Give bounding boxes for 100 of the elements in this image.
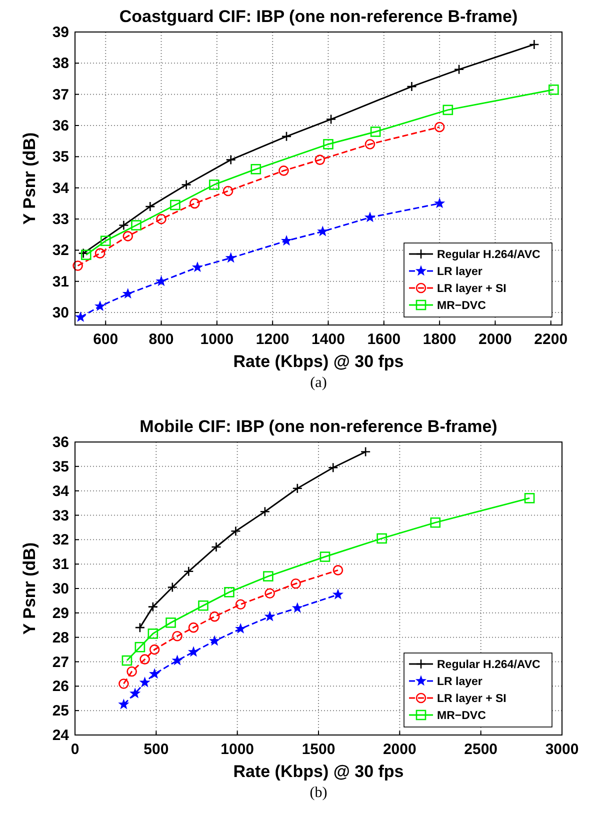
point bbox=[406, 81, 417, 92]
point bbox=[172, 630, 182, 642]
point bbox=[72, 260, 83, 271]
point bbox=[188, 646, 199, 656]
point bbox=[318, 226, 328, 236]
point bbox=[150, 668, 160, 678]
point bbox=[167, 582, 178, 592]
point bbox=[210, 636, 220, 646]
x-tick-label: 1000 bbox=[220, 741, 254, 758]
x-tick-label: 1500 bbox=[302, 741, 336, 758]
point bbox=[170, 200, 180, 210]
point bbox=[376, 533, 387, 544]
y-axis-title: Y Psnr (dB) bbox=[20, 132, 39, 225]
point bbox=[230, 526, 241, 536]
y-tick-label: 31 bbox=[52, 556, 69, 574]
x-tick-label: 1400 bbox=[312, 331, 345, 348]
y-tick-label: 33 bbox=[52, 507, 69, 524]
legend-label: LR layer bbox=[437, 266, 483, 278]
point bbox=[144, 201, 156, 212]
point bbox=[224, 587, 234, 598]
point bbox=[76, 312, 86, 322]
y-tick-label: 30 bbox=[52, 580, 69, 598]
point bbox=[320, 552, 330, 562]
y-tick-label: 32 bbox=[52, 242, 69, 260]
point bbox=[78, 248, 88, 258]
point bbox=[548, 84, 559, 95]
point bbox=[122, 288, 133, 298]
x-tick-label: 0 bbox=[70, 741, 80, 758]
y-tick-label: 24 bbox=[52, 727, 70, 744]
point bbox=[264, 611, 275, 621]
y-tick-label: 29 bbox=[52, 604, 69, 622]
x-tick-label: 500 bbox=[144, 741, 169, 758]
legend-label: MR−DVC bbox=[437, 710, 486, 722]
y-tick-label: 36 bbox=[52, 118, 69, 135]
point bbox=[134, 642, 146, 652]
y-tick-label: 34 bbox=[52, 482, 70, 500]
point bbox=[156, 214, 166, 224]
point bbox=[149, 644, 160, 655]
point bbox=[148, 602, 158, 612]
point bbox=[292, 602, 302, 612]
legend-label: MR−DVC bbox=[437, 300, 486, 312]
point bbox=[140, 654, 150, 664]
point bbox=[190, 198, 200, 209]
y-tick-label: 28 bbox=[52, 629, 69, 646]
legend-label: Regular H.264/AVC bbox=[437, 659, 540, 671]
point bbox=[263, 571, 274, 582]
legend-label: LR layer bbox=[437, 676, 483, 688]
point bbox=[181, 180, 192, 190]
x-tick-label: 2200 bbox=[534, 331, 568, 348]
point bbox=[290, 578, 301, 589]
point bbox=[235, 599, 246, 610]
x-tick-label: 3000 bbox=[545, 741, 579, 758]
x-tick-label: 800 bbox=[148, 331, 174, 348]
point bbox=[332, 589, 343, 599]
point bbox=[364, 212, 375, 222]
x-tick-label: 1800 bbox=[422, 331, 456, 348]
legend-label: Regular H.264/AVC bbox=[437, 249, 540, 261]
point bbox=[209, 611, 220, 622]
y-axis-title: Y Psnr (dB) bbox=[20, 542, 39, 635]
point bbox=[278, 166, 289, 176]
point bbox=[250, 164, 262, 174]
point bbox=[122, 655, 132, 666]
x-tick-label: 1600 bbox=[367, 331, 401, 348]
point bbox=[126, 666, 137, 677]
y-tick-label: 33 bbox=[52, 211, 69, 228]
point bbox=[140, 677, 150, 687]
point bbox=[430, 517, 441, 528]
point bbox=[370, 126, 381, 137]
point bbox=[332, 565, 344, 576]
y-tick-label: 27 bbox=[52, 654, 69, 671]
x-tick-label: 2500 bbox=[464, 741, 498, 758]
point bbox=[118, 220, 129, 230]
x-axis-title: Rate (Kbps) @ 30 fps bbox=[233, 352, 404, 371]
x-tick-label: 1000 bbox=[200, 331, 234, 348]
y-tick-label: 26 bbox=[52, 678, 69, 696]
chart-title: Coastguard CIF: IBP (one non-reference B-frame) bbox=[119, 7, 518, 26]
point bbox=[364, 139, 376, 150]
point bbox=[328, 462, 338, 473]
point bbox=[314, 154, 326, 165]
point bbox=[281, 131, 292, 142]
y-tick-label: 36 bbox=[52, 434, 69, 451]
y-tick-label: 38 bbox=[52, 55, 69, 72]
point bbox=[188, 622, 199, 633]
point bbox=[226, 154, 236, 165]
point bbox=[326, 114, 336, 124]
x-tick-label: 600 bbox=[93, 331, 118, 348]
point bbox=[198, 600, 208, 611]
point bbox=[172, 655, 182, 665]
point bbox=[454, 64, 464, 75]
x-tick-label: 2000 bbox=[478, 331, 512, 348]
point bbox=[360, 446, 371, 457]
point bbox=[222, 186, 234, 196]
point bbox=[166, 618, 176, 628]
y-tick-label: 35 bbox=[52, 148, 69, 166]
point bbox=[130, 688, 140, 698]
y-tick-label: 35 bbox=[52, 458, 69, 476]
y-tick-label: 30 bbox=[52, 304, 69, 322]
point bbox=[236, 624, 246, 634]
legend-label: LR layer + SI bbox=[437, 693, 506, 705]
text: (b) bbox=[310, 785, 328, 801]
